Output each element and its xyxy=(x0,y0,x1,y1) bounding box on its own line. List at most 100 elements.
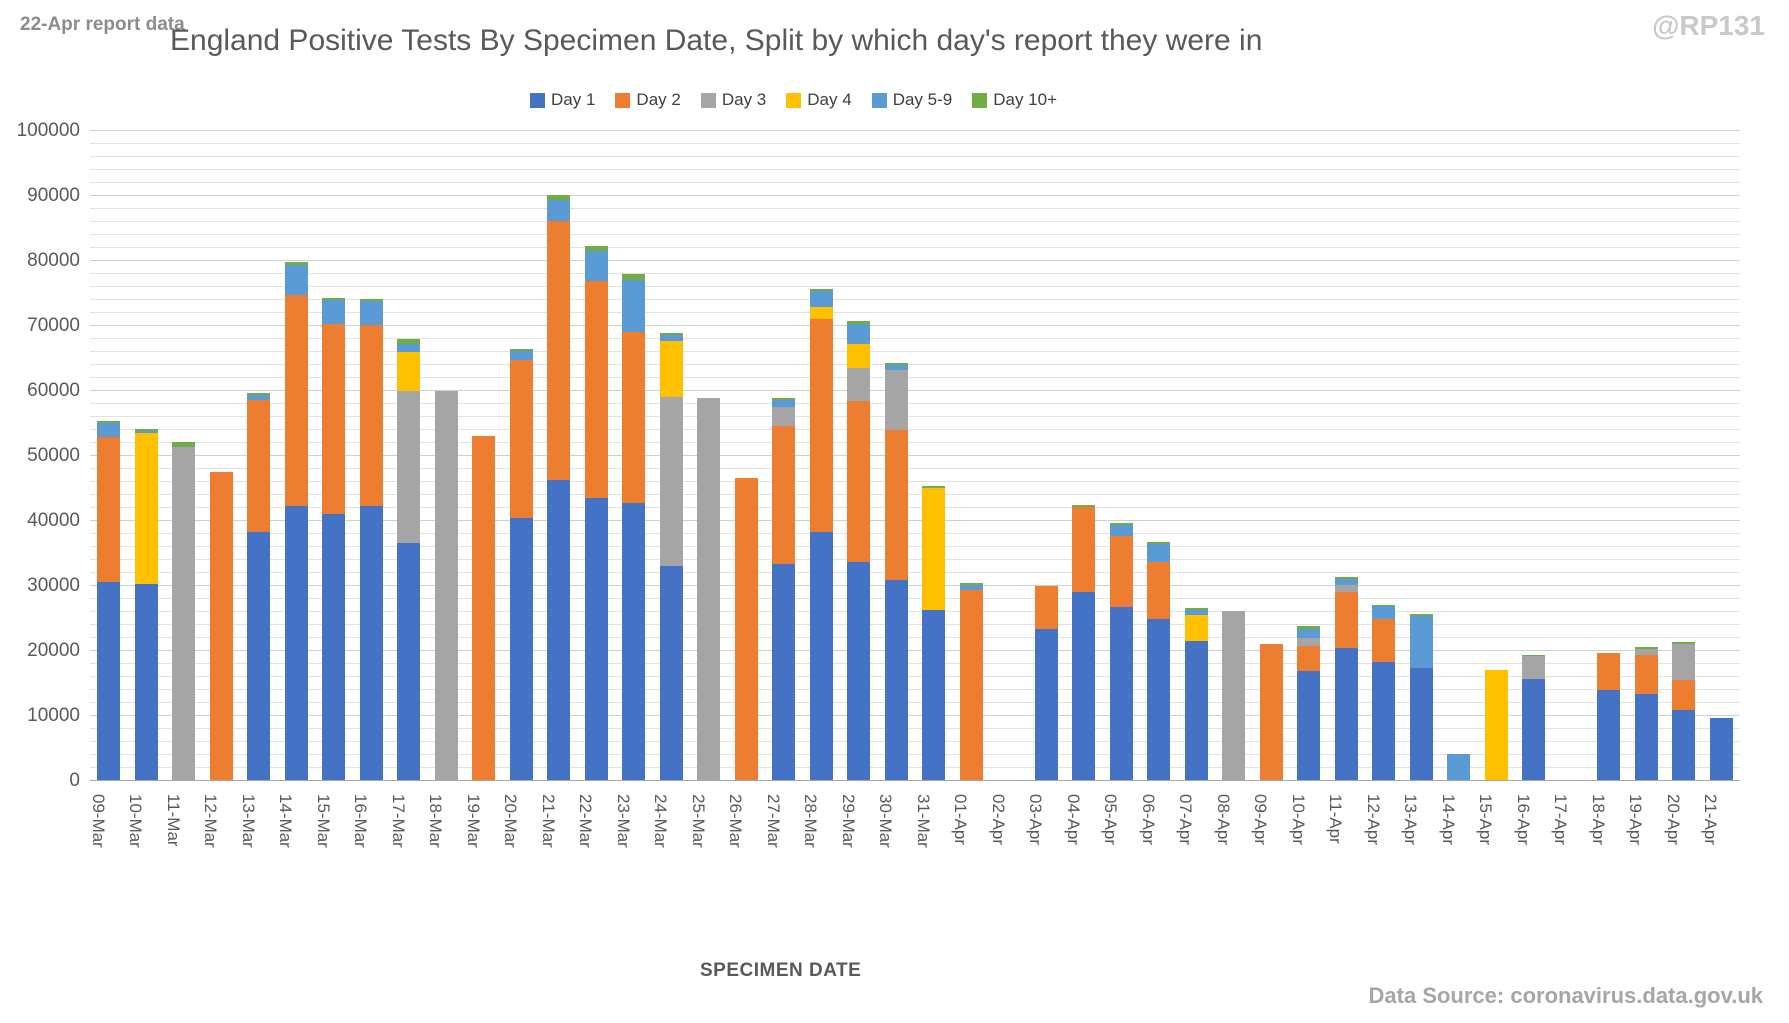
bar-group[interactable] xyxy=(847,321,870,780)
bar-segment-day-5-9[interactable] xyxy=(1447,754,1470,780)
bar-group[interactable] xyxy=(810,289,833,780)
bar-segment-day-3[interactable] xyxy=(847,368,870,401)
bar-segment-day-2[interactable] xyxy=(1635,655,1658,695)
bar-segment-day-4[interactable] xyxy=(135,433,158,584)
bar-segment-day-5-9[interactable] xyxy=(360,301,383,325)
bar-group[interactable] xyxy=(1222,611,1245,780)
bar-segment-day-3[interactable] xyxy=(397,391,420,543)
bar-group[interactable] xyxy=(1147,542,1170,780)
bar-group[interactable] xyxy=(735,478,758,780)
bar-group[interactable] xyxy=(960,583,983,780)
bar-segment-day-5-9[interactable] xyxy=(810,291,833,307)
bar-group[interactable] xyxy=(285,262,308,780)
bar-group[interactable] xyxy=(885,363,908,780)
bar-segment-day-3[interactable] xyxy=(1297,638,1320,646)
bar-segment-day-1[interactable] xyxy=(1110,607,1133,780)
bar-group[interactable] xyxy=(1672,642,1695,780)
bar-segment-day-5-9[interactable] xyxy=(397,344,420,352)
bar-segment-day-3[interactable] xyxy=(435,391,458,780)
bar-segment-day-2[interactable] xyxy=(1110,536,1133,608)
bar-segment-day-1[interactable] xyxy=(772,564,795,780)
bar-segment-day-1[interactable] xyxy=(810,532,833,780)
bar-segment-day-1[interactable] xyxy=(1672,710,1695,780)
bar-group[interactable] xyxy=(585,246,608,780)
bar-segment-day-1[interactable] xyxy=(585,498,608,780)
bar-group[interactable] xyxy=(1335,577,1358,780)
bar-group[interactable] xyxy=(1072,505,1095,780)
bar-segment-day-2[interactable] xyxy=(547,221,570,480)
bar-segment-day-1[interactable] xyxy=(322,514,345,781)
bar-group[interactable] xyxy=(172,442,195,780)
bar-segment-day-2[interactable] xyxy=(322,324,345,513)
bar-segment-day-5-9[interactable] xyxy=(622,280,645,332)
bar-segment-day-1[interactable] xyxy=(1297,671,1320,780)
bar-segment-day-2[interactable] xyxy=(472,436,495,781)
bar-segment-day-4[interactable] xyxy=(1185,615,1208,641)
bar-segment-day-1[interactable] xyxy=(1410,668,1433,780)
bar-segment-day-1[interactable] xyxy=(135,584,158,780)
bar-segment-day-2[interactable] xyxy=(847,401,870,562)
bar-segment-day-1[interactable] xyxy=(1072,592,1095,780)
bar-segment-day-2[interactable] xyxy=(1672,680,1695,710)
bar-group[interactable] xyxy=(1710,718,1733,780)
bar-group[interactable] xyxy=(1110,523,1133,780)
bar-segment-day-3[interactable] xyxy=(1222,611,1245,780)
bar-group[interactable] xyxy=(622,274,645,780)
bar-segment-day-2[interactable] xyxy=(210,472,233,780)
bar-group[interactable] xyxy=(247,393,270,780)
bar-segment-day-2[interactable] xyxy=(960,590,983,780)
bar-segment-day-2[interactable] xyxy=(97,437,120,582)
bar-segment-day-3[interactable] xyxy=(772,407,795,427)
bar-segment-day-5-9[interactable] xyxy=(285,265,308,295)
bar-segment-day-3[interactable] xyxy=(1672,644,1695,680)
bar-segment-day-2[interactable] xyxy=(1035,586,1058,628)
bar-segment-day-3[interactable] xyxy=(172,447,195,780)
bar-group[interactable] xyxy=(697,398,720,780)
bar-segment-day-4[interactable] xyxy=(397,352,420,391)
bar-segment-day-3[interactable] xyxy=(660,397,683,566)
bar-segment-day-5-9[interactable] xyxy=(585,251,608,281)
bar-segment-day-5-9[interactable] xyxy=(1147,544,1170,562)
bar-segment-day-1[interactable] xyxy=(1710,718,1733,780)
bar-group[interactable] xyxy=(1035,586,1058,780)
bar-group[interactable] xyxy=(1522,655,1545,780)
bar-segment-day-2[interactable] xyxy=(1597,653,1620,689)
bar-group[interactable] xyxy=(472,436,495,781)
bar-segment-day-1[interactable] xyxy=(1372,662,1395,780)
bar-segment-day-1[interactable] xyxy=(360,506,383,780)
bar-segment-day-2[interactable] xyxy=(1072,507,1095,592)
bar-segment-day-2[interactable] xyxy=(585,281,608,498)
bar-segment-day-2[interactable] xyxy=(735,478,758,780)
bar-group[interactable] xyxy=(360,299,383,780)
bar-group[interactable] xyxy=(1297,626,1320,780)
bar-group[interactable] xyxy=(322,298,345,780)
bar-segment-day-1[interactable] xyxy=(1147,619,1170,780)
bar-segment-day-4[interactable] xyxy=(847,344,870,368)
bar-segment-day-2[interactable] xyxy=(510,360,533,518)
bar-group[interactable] xyxy=(660,333,683,780)
bar-segment-day-1[interactable] xyxy=(1035,629,1058,780)
bar-segment-day-2[interactable] xyxy=(772,426,795,564)
bar-segment-day-4[interactable] xyxy=(810,307,833,319)
bar-segment-day-5-9[interactable] xyxy=(1372,606,1395,618)
bar-segment-day-2[interactable] xyxy=(885,430,908,580)
bar-group[interactable] xyxy=(772,398,795,780)
bar-segment-day-2[interactable] xyxy=(1335,592,1358,649)
bar-segment-day-1[interactable] xyxy=(247,532,270,780)
bar-segment-day-3[interactable] xyxy=(1522,656,1545,679)
bar-group[interactable] xyxy=(1485,670,1508,780)
bar-group[interactable] xyxy=(547,195,570,780)
bar-group[interactable] xyxy=(1372,605,1395,780)
bar-segment-day-1[interactable] xyxy=(660,566,683,781)
bar-segment-day-1[interactable] xyxy=(97,582,120,780)
bar-segment-day-5-9[interactable] xyxy=(847,324,870,344)
bar-group[interactable] xyxy=(1447,754,1470,780)
bar-group[interactable] xyxy=(210,472,233,780)
bar-segment-day-4[interactable] xyxy=(660,341,683,397)
bar-segment-day-2[interactable] xyxy=(1372,619,1395,662)
bar-segment-day-5-9[interactable] xyxy=(547,200,570,221)
bar-segment-day-4[interactable] xyxy=(1485,670,1508,780)
bar-segment-day-3[interactable] xyxy=(885,370,908,430)
bar-segment-day-4[interactable] xyxy=(922,488,945,610)
bar-segment-day-5-9[interactable] xyxy=(97,423,120,437)
